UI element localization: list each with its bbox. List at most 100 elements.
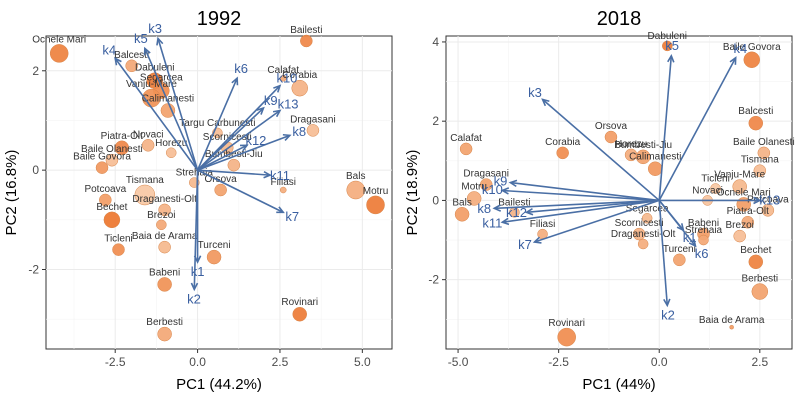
loading-label: k5: [134, 31, 148, 46]
loading-label: k6: [234, 61, 248, 76]
point-label: Ticleni: [701, 174, 730, 185]
point-label: Tismana: [741, 155, 779, 166]
point-label: Orsova: [595, 121, 628, 132]
point-label: Piatra-Olt: [727, 206, 769, 217]
panel-title: 1992: [197, 8, 242, 30]
loading-arrow-head: [688, 238, 697, 248]
data-point: [134, 184, 156, 206]
loading-arrow: [197, 169, 271, 176]
point-label: Turceni: [198, 240, 231, 251]
point-label: Horezu: [155, 138, 187, 149]
point-label: Berbesti: [146, 317, 183, 328]
point-label: Turceni: [663, 244, 696, 255]
loading-arrow-head: [190, 282, 199, 292]
loading-label: k9: [264, 93, 278, 108]
loading-arrow: [144, 48, 199, 171]
loading-arrow-head: [500, 187, 510, 195]
data-point: [459, 142, 473, 156]
data-point: [157, 277, 172, 292]
point-label: Rovinari: [281, 297, 318, 308]
x-tick-label: -5.0: [448, 355, 469, 369]
data-point: [556, 146, 569, 160]
point-label: Filiasi: [270, 177, 296, 188]
point-label: Bals: [346, 171, 365, 182]
data-point: [641, 213, 653, 224]
data-point: [165, 147, 177, 159]
point-label: Ticleni: [104, 234, 133, 245]
point-label: Scornicesti: [203, 132, 252, 143]
loading-arrow-head: [256, 106, 265, 115]
loading-arrow: [542, 98, 660, 202]
point-label: Baile Olanesti: [733, 137, 795, 148]
data-point: [366, 195, 385, 215]
data-point: [280, 186, 287, 194]
point-label: Filiasi: [530, 219, 556, 230]
point-label: Potcoava: [84, 184, 126, 195]
point-label: Rovinari: [548, 318, 585, 329]
point-label: Ocnele Mari: [717, 187, 771, 198]
data-point: [751, 283, 769, 300]
plot-area: [445, 35, 793, 350]
loading-arrow-head: [508, 179, 518, 188]
point-label: Motru: [461, 181, 487, 192]
loading-arrow: [197, 134, 291, 171]
data-point: [710, 183, 721, 194]
x-axis-title: PC1 (44%): [582, 376, 655, 393]
point-label: Bechet: [96, 202, 127, 213]
point-label: Tismana: [126, 175, 164, 186]
point-label: Balcesti: [738, 106, 773, 117]
loading-arrow-head: [729, 56, 737, 65]
loading-arrow-head: [753, 196, 762, 205]
data-point: [673, 253, 686, 267]
loading-arrow: [502, 199, 660, 224]
data-point: [291, 79, 308, 97]
point-label: Segarcea: [626, 203, 669, 214]
point-label: Vanju-Mare: [126, 79, 177, 90]
point-label: Dabuleni: [135, 63, 174, 74]
panel-title: 2018: [597, 8, 642, 30]
data-point: [49, 44, 69, 63]
x-tick-label: 0.0: [189, 355, 206, 369]
loading-label: k2: [661, 307, 675, 322]
point-label: Brezoi: [147, 210, 175, 221]
point-label: Vanju-Mare: [714, 170, 765, 181]
data-point: [112, 243, 125, 256]
point-label: Horezu: [615, 139, 647, 150]
point-label: Draganesti-Olt: [611, 229, 676, 240]
loading-label: k8: [292, 124, 306, 139]
point-label: Calimanesti: [629, 152, 681, 163]
loading-label: k10: [276, 71, 297, 86]
loading-arrow: [534, 199, 660, 243]
loading-label: k7: [285, 209, 299, 224]
loading-label: k4: [734, 41, 748, 56]
data-point: [95, 161, 109, 174]
point-label: Strehaia: [685, 225, 723, 236]
point-label: Brezoi: [726, 220, 754, 231]
data-point: [741, 215, 754, 229]
loading-arrow-head: [276, 206, 285, 214]
loading-arrow-head: [114, 56, 122, 66]
y-axis-title: PC2 (18.9%): [404, 150, 421, 236]
y-tick-label: 0: [32, 163, 39, 177]
loading-arrow-head: [541, 98, 550, 107]
loading-label: k1: [191, 264, 205, 279]
data-point: [604, 130, 618, 144]
point-label: Bals: [452, 197, 471, 208]
data-point: [632, 227, 646, 241]
point-label: Babeni: [688, 218, 719, 229]
loading-label: k8: [477, 201, 491, 216]
point-label: Baile Govora: [723, 42, 781, 53]
loading-label: k2: [187, 291, 201, 306]
loading-label: k3: [148, 21, 162, 36]
data-point: [748, 254, 764, 270]
loading-arrow: [658, 55, 673, 201]
data-point: [346, 180, 366, 200]
data-point: [761, 204, 775, 217]
point-label: Baia de Arama: [699, 315, 765, 326]
point-label: Novaci: [692, 185, 723, 196]
loading-arrow: [114, 57, 199, 171]
point-label: Motru: [363, 186, 389, 197]
loading-arrow: [502, 189, 660, 202]
y-tick-label: -2: [28, 263, 39, 277]
